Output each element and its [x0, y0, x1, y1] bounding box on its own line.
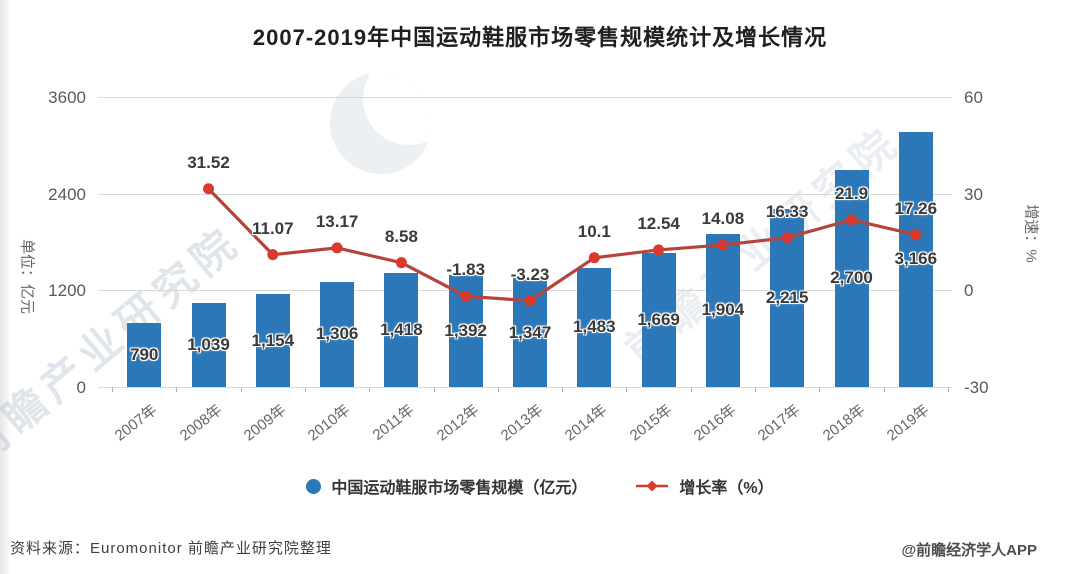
credit-note: @前瞻经济学人APP [901, 542, 1037, 559]
gridline [98, 97, 952, 98]
x-axis-tick [176, 387, 178, 392]
line-point-marker [395, 257, 407, 269]
x-axis-label: 2011年 [369, 401, 418, 444]
left-axis-tick-label: 2400 [48, 184, 86, 204]
bar-value-label: 1,306 [315, 324, 359, 344]
watermark-globe-icon [330, 72, 432, 174]
bar-value-label: 1,483 [573, 317, 616, 337]
x-axis-tick [112, 387, 114, 392]
x-axis-tick [433, 387, 435, 392]
chart-title: 2007-2019年中国运动鞋服市场零售规模统计及增长情况 [252, 25, 828, 50]
x-axis-tick [304, 387, 306, 392]
left-axis-tick-label: 3600 [48, 88, 86, 107]
gridline [98, 387, 952, 388]
x-axis-label: 2013年 [497, 401, 547, 445]
x-axis-label: 2015年 [626, 401, 675, 445]
x-axis-tick [369, 387, 371, 392]
bar-value-label: 1,154 [251, 330, 295, 350]
line-point-label: 8.58 [384, 226, 418, 246]
bar [191, 303, 226, 387]
x-axis-label: 2017年 [754, 401, 804, 445]
bar-value-label: 2,215 [765, 287, 809, 307]
line-point-marker [331, 242, 343, 254]
line-point-label: 14.08 [701, 208, 745, 228]
right-axis-tick-label: -30 [964, 378, 989, 397]
line-point-label: 12.54 [637, 213, 680, 233]
x-axis-tick [819, 387, 821, 392]
line-point-marker [588, 252, 600, 264]
line-point-label: 13.17 [315, 211, 359, 231]
line-point-label: 10.1 [577, 221, 611, 241]
bar [127, 323, 162, 387]
bar-value-label: 1,347 [508, 322, 552, 342]
line-point-label: -3.23 [510, 264, 550, 284]
x-axis-tick [883, 387, 885, 392]
right-axis-tick-label: 0 [964, 281, 974, 301]
x-axis-label: 2016年 [690, 401, 740, 445]
bar-value-label: 3,166 [894, 249, 938, 269]
left-axis-tick-label: 0 [76, 378, 86, 397]
legend: 中国运动鞋服市场零售规模（亿元） 增长率（%） [0, 474, 1080, 498]
bar-value-label: 790 [130, 345, 159, 365]
x-axis-label: 2014年 [562, 401, 611, 445]
legend-item-line-series: 增长率（%） [635, 474, 774, 498]
gridline [98, 193, 952, 195]
x-axis-tick [755, 387, 757, 392]
line-point-marker [267, 249, 279, 261]
x-axis-tick [240, 387, 242, 392]
x-axis-label: 2010年 [304, 401, 354, 445]
right-axis-tick-label: 60 [964, 88, 983, 107]
legend-item-bar-series: 中国运动鞋服市场零售规模（亿元） [306, 474, 587, 498]
bar-value-label: 1,039 [187, 335, 230, 355]
x-axis-tick [562, 387, 564, 392]
bar-value-label: 1,669 [637, 309, 680, 329]
right-axis-unit-label: 增速：% [1022, 204, 1040, 263]
line-point-marker [203, 183, 214, 195]
screenshot-left-edge [0, 0, 11, 574]
left-axis-tick-label: 1200 [48, 281, 86, 301]
bar-legend-label: 中国运动鞋服市场零售规模（亿元） [331, 480, 588, 497]
line-point-label: 21.9 [834, 183, 869, 203]
bar [255, 294, 290, 387]
bar-value-label: 1,418 [380, 319, 423, 339]
bar-value-label: 1,904 [701, 300, 745, 320]
x-axis-label: 2012年 [433, 401, 483, 445]
bar-value-label: 2,700 [830, 268, 873, 288]
source-note: 资料来源：Euromonitor 前瞻产业研究院整理 [10, 540, 332, 557]
x-axis-label: 2018年 [819, 401, 868, 445]
x-axis-label: 2019年 [883, 401, 933, 445]
x-axis-tick [690, 387, 692, 392]
line-point-label: 11.07 [251, 218, 294, 238]
line-legend-label: 增长率（%） [679, 480, 774, 497]
x-axis-label: 2009年 [240, 401, 290, 445]
left-axis-unit-label: 单位：亿元 [18, 238, 36, 314]
x-axis-tick [497, 387, 499, 392]
line-point-label: -1.83 [446, 260, 486, 280]
line-point-label: 31.52 [187, 152, 230, 172]
bar-value-label: 1,392 [444, 320, 487, 340]
line-point-label: 17.26 [894, 198, 938, 218]
line-legend-marker-icon [636, 480, 669, 492]
right-axis-tick-label: 30 [964, 184, 983, 204]
line-point-label: 16.33 [765, 201, 809, 221]
x-axis-tick [947, 387, 949, 392]
x-axis-label: 2008年 [176, 401, 225, 445]
x-axis-tick [626, 387, 628, 392]
x-axis-label: 2007年 [111, 401, 161, 445]
bar-legend-marker-icon [306, 478, 322, 494]
